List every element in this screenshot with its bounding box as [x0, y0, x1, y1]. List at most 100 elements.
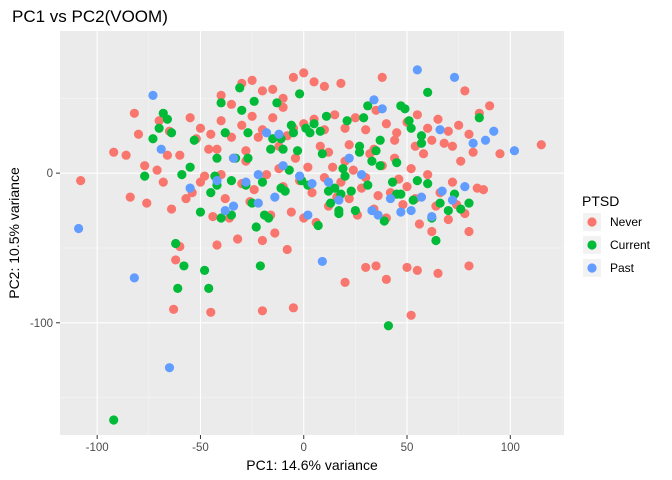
y-axis-ticks: -100 0 — [30, 168, 60, 330]
point-past — [385, 193, 396, 204]
point-current — [249, 96, 259, 106]
point-current — [173, 283, 183, 293]
point-current — [334, 205, 344, 216]
point-never — [226, 99, 237, 109]
point-never — [330, 110, 340, 120]
point-never — [468, 147, 478, 157]
point-past — [295, 171, 305, 181]
x-tick-label: 50 — [401, 442, 414, 454]
point-never — [261, 170, 272, 180]
point-current — [317, 149, 327, 159]
point-never — [439, 138, 449, 148]
point-current — [325, 198, 336, 208]
point-current — [423, 179, 433, 189]
point-never — [336, 78, 346, 88]
point-current — [166, 128, 177, 138]
point-never — [257, 86, 268, 96]
point-never — [288, 72, 299, 82]
point-past — [261, 128, 272, 138]
point-current — [257, 177, 268, 187]
point-past — [148, 90, 158, 100]
point-current — [140, 171, 150, 181]
point-past — [253, 170, 263, 180]
point-current — [276, 183, 286, 193]
point-current — [264, 213, 274, 223]
point-current — [212, 153, 222, 163]
point-past — [447, 195, 458, 205]
point-past — [228, 201, 239, 211]
point-past — [435, 125, 445, 135]
point-current — [199, 265, 210, 276]
point-never — [299, 68, 309, 78]
point-never — [181, 193, 191, 204]
point-never — [125, 192, 135, 202]
point-past — [460, 182, 470, 192]
point-never — [152, 165, 162, 175]
point-current — [431, 235, 441, 246]
point-never — [447, 141, 458, 151]
point-never — [154, 116, 164, 126]
point-never — [398, 199, 408, 210]
point-never — [443, 214, 453, 225]
point-past — [427, 211, 437, 222]
point-past — [156, 144, 166, 154]
point-current — [406, 123, 416, 133]
legend-label-past: Past — [610, 261, 635, 275]
point-past — [468, 138, 478, 148]
point-never — [344, 193, 354, 204]
point-current — [392, 158, 402, 168]
point-never — [456, 156, 466, 166]
point-current — [292, 146, 303, 156]
point-past — [212, 176, 222, 186]
point-current — [243, 153, 253, 163]
point-never — [216, 116, 226, 126]
point-never — [282, 244, 292, 255]
point-current — [109, 415, 119, 425]
point-current — [435, 198, 445, 208]
point-past — [437, 186, 447, 196]
point-never — [76, 176, 86, 186]
legend-label-never: Never — [610, 215, 642, 229]
point-current — [177, 170, 187, 180]
point-never — [175, 150, 185, 160]
point-current — [412, 176, 422, 186]
point-never — [412, 110, 422, 120]
point-current — [243, 128, 253, 138]
legend: PTSD Never Current Past — [582, 193, 651, 277]
point-never — [268, 84, 278, 94]
point-never — [412, 265, 422, 276]
point-never — [303, 162, 313, 172]
point-never — [257, 306, 268, 316]
point-past — [253, 198, 263, 208]
point-current — [379, 216, 389, 226]
point-past — [73, 223, 84, 234]
point-never — [206, 129, 216, 139]
x-tick-label: -50 — [192, 442, 209, 454]
point-never — [249, 185, 259, 195]
point-current — [321, 111, 332, 121]
point-current — [363, 101, 373, 111]
point-current — [350, 205, 360, 216]
point-never — [241, 146, 251, 156]
point-never — [361, 125, 371, 135]
data-points — [73, 65, 546, 425]
point-never — [109, 147, 119, 157]
point-current — [216, 213, 226, 223]
point-never — [195, 123, 206, 133]
point-never — [319, 81, 329, 91]
point-current — [288, 128, 299, 138]
point-never — [381, 274, 391, 284]
point-never — [406, 164, 416, 174]
point-current — [375, 135, 385, 145]
point-never — [381, 119, 391, 129]
point-never — [328, 162, 338, 172]
point-never — [344, 140, 354, 150]
point-never — [247, 111, 257, 121]
legend-key-current — [587, 240, 597, 250]
point-current — [315, 126, 325, 136]
x-tick-label: 0 — [301, 442, 307, 454]
point-never — [171, 255, 181, 265]
point-current — [383, 321, 394, 331]
point-past — [303, 210, 313, 220]
point-past — [164, 363, 175, 373]
